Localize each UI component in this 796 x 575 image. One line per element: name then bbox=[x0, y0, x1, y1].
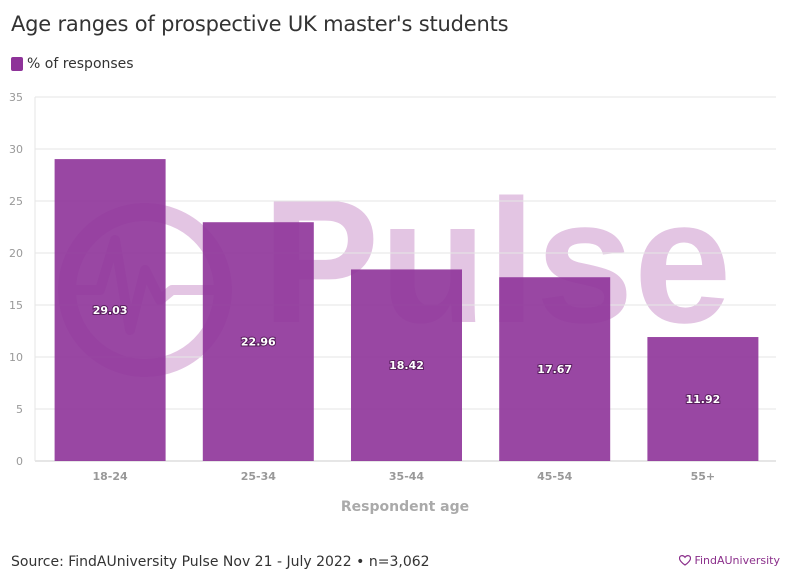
y-tick-label: 0 bbox=[16, 455, 23, 468]
data-label: 11.92 bbox=[686, 393, 721, 406]
x-tick-label: 25-34 bbox=[241, 470, 277, 483]
legend-label: % of responses bbox=[27, 56, 134, 72]
y-tick-label: 15 bbox=[9, 299, 23, 312]
x-axis-label: Respondent age bbox=[341, 499, 469, 515]
legend-swatch bbox=[11, 57, 23, 71]
data-labels: 29.03 22.96 18.42 17.67 11.92 bbox=[92, 303, 722, 407]
y-tick-label: 25 bbox=[9, 195, 23, 208]
bar bbox=[499, 277, 611, 461]
data-label: 22.96 bbox=[241, 336, 276, 349]
brand-logo: FindAUniversity bbox=[679, 554, 780, 567]
bar bbox=[202, 222, 314, 461]
y-tick-label: 5 bbox=[16, 403, 23, 416]
legend: % of responses bbox=[11, 56, 134, 72]
data-label: 18.42 bbox=[389, 359, 424, 372]
pulse-watermark: Pulse bbox=[58, 164, 732, 377]
bar bbox=[647, 337, 759, 461]
y-tick-label: 35 bbox=[9, 91, 23, 104]
heart-icon bbox=[679, 555, 692, 566]
bar bbox=[54, 159, 166, 461]
bar bbox=[351, 269, 462, 461]
bars bbox=[54, 159, 759, 461]
brand-name: FindAUniversity bbox=[694, 554, 780, 567]
chart-title: Age ranges of prospective UK master's st… bbox=[11, 12, 509, 36]
x-axis-ticks: 18-24 25-34 35-44 45-54 55+ bbox=[93, 470, 716, 483]
x-tick-label: 35-44 bbox=[389, 470, 425, 483]
y-tick-label: 20 bbox=[9, 247, 23, 260]
y-tick-label: 10 bbox=[9, 351, 23, 364]
bar-chart: Pulse 0 5 10 15 20 25 30 35 29.03 22.96 18.42 17.6… bbox=[9, 91, 776, 515]
x-tick-label: 18-24 bbox=[93, 470, 129, 483]
data-label: 17.67 bbox=[537, 363, 572, 376]
x-tick-label: 55+ bbox=[691, 470, 716, 483]
y-tick-label: 30 bbox=[9, 143, 23, 156]
source-note: Source: FindAUniversity Pulse Nov 21 - J… bbox=[11, 554, 430, 570]
y-axis-ticks: 0 5 10 15 20 25 30 35 bbox=[9, 91, 23, 468]
x-tick-label: 45-54 bbox=[537, 470, 573, 483]
data-label: 29.03 bbox=[93, 304, 128, 317]
watermark-text: Pulse bbox=[262, 164, 732, 360]
